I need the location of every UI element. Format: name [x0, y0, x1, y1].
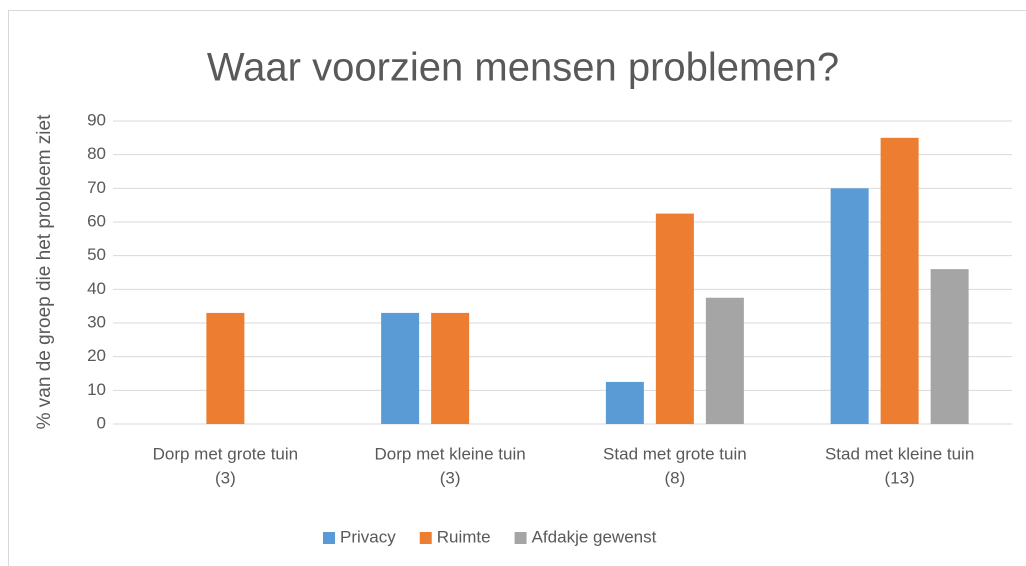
chart-title: Waar voorzien mensen problemen? — [207, 46, 839, 90]
legend-swatch — [419, 532, 432, 544]
bar — [705, 297, 744, 424]
y-tick-label: 30 — [87, 312, 106, 331]
x-tick-label: Stad met grote tuin — [603, 444, 747, 463]
y-tick-label: 10 — [87, 380, 106, 399]
bar — [930, 269, 969, 424]
y-tick-label: 60 — [87, 211, 106, 230]
legend-swatch — [323, 532, 335, 544]
bar — [655, 213, 694, 424]
x-tick-label: Dorp met grote tuin — [153, 444, 299, 463]
x-tick-label: (8) — [664, 468, 685, 487]
bar — [605, 381, 644, 424]
bar — [381, 312, 420, 424]
legend-swatch — [514, 532, 527, 544]
legend-label: Ruimte — [437, 527, 491, 546]
x-tick-label: (3) — [440, 468, 461, 487]
x-tick-label: Stad met kleine tuin — [825, 444, 974, 463]
y-axis-label: % van de groep die het probleem ziet — [34, 114, 55, 429]
chart-frame — [8, 10, 1026, 566]
legend-label: Privacy — [340, 527, 396, 546]
y-tick-label: 50 — [87, 245, 106, 264]
x-tick-label: Dorp met kleine tuin — [375, 444, 526, 463]
legend-label: Afdakje gewenst — [532, 527, 657, 546]
x-tick-label: (13) — [885, 468, 915, 487]
bar — [431, 312, 470, 424]
bar — [880, 137, 919, 425]
y-tick-label: 80 — [87, 144, 106, 163]
y-tick-label: 0 — [97, 413, 106, 432]
y-tick-label: 70 — [87, 178, 106, 197]
y-tick-label: 40 — [87, 279, 106, 298]
y-tick-label: 90 — [87, 110, 106, 129]
y-tick-label: 20 — [87, 346, 106, 365]
bar — [830, 188, 869, 424]
bar — [206, 312, 245, 424]
x-tick-label: (3) — [215, 468, 236, 487]
